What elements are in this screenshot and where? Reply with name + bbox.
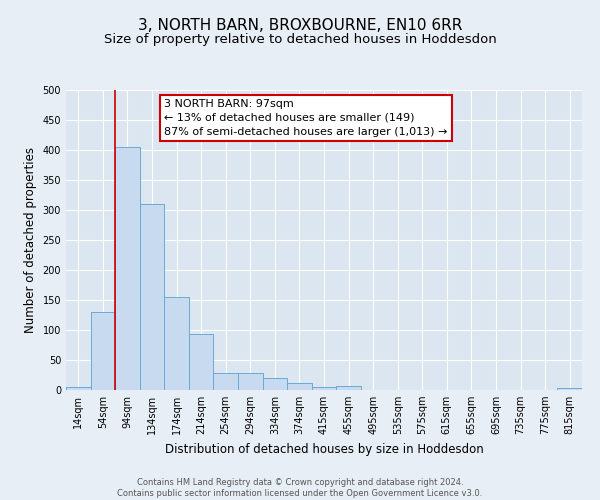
Text: Size of property relative to detached houses in Hoddesdon: Size of property relative to detached ho… <box>104 32 496 46</box>
Text: Contains HM Land Registry data © Crown copyright and database right 2024.
Contai: Contains HM Land Registry data © Crown c… <box>118 478 482 498</box>
Bar <box>557 388 582 390</box>
Bar <box>140 204 164 390</box>
Text: 3, NORTH BARN, BROXBOURNE, EN10 6RR: 3, NORTH BARN, BROXBOURNE, EN10 6RR <box>138 18 462 32</box>
Y-axis label: Number of detached properties: Number of detached properties <box>24 147 37 333</box>
Bar <box>115 147 140 390</box>
Bar <box>287 384 312 390</box>
Bar <box>66 387 91 390</box>
Bar <box>164 297 189 390</box>
Bar <box>214 373 238 390</box>
Bar <box>189 334 214 390</box>
Bar <box>312 387 336 390</box>
Bar <box>263 378 287 390</box>
Bar <box>238 373 263 390</box>
X-axis label: Distribution of detached houses by size in Hoddesdon: Distribution of detached houses by size … <box>164 442 484 456</box>
Bar <box>91 312 115 390</box>
Text: 3 NORTH BARN: 97sqm
← 13% of detached houses are smaller (149)
87% of semi-detac: 3 NORTH BARN: 97sqm ← 13% of detached ho… <box>164 99 448 137</box>
Bar <box>336 386 361 390</box>
